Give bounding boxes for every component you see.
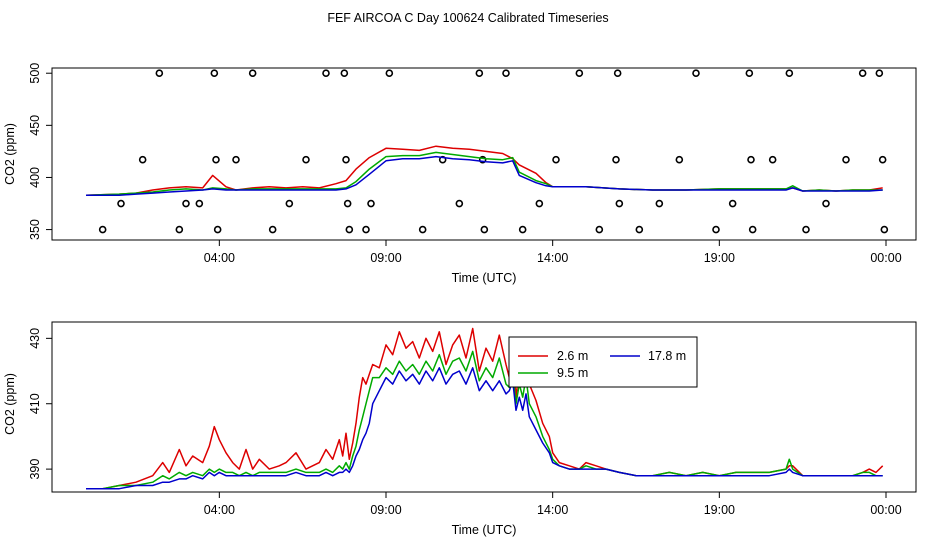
top-axes: 04:00 09:00 14:00 19:00 00:00 350 400 450 500 <box>28 63 902 265</box>
calibration-point <box>858 69 867 78</box>
calibration-point <box>285 199 294 208</box>
top-x-axis-label: Time (UTC) <box>452 271 517 285</box>
calibration-point <box>155 69 164 78</box>
calibration-point <box>480 225 489 234</box>
top-y-tick-label: 400 <box>28 167 42 188</box>
top-calibration-points <box>98 69 889 234</box>
calibration-point <box>362 225 370 234</box>
calibration-point <box>692 69 700 78</box>
calibration-point <box>613 69 622 78</box>
bottom-x-tick-label: 04:00 <box>204 503 235 517</box>
top-x-tick-label: 09:00 <box>370 251 401 265</box>
calibration-point <box>655 199 664 208</box>
calibration-point <box>322 69 330 78</box>
calibration-point <box>418 225 427 234</box>
calibration-point <box>232 155 240 164</box>
legend-box <box>508 336 698 388</box>
bottom-plot-frame <box>51 321 917 493</box>
calibration-point <box>478 155 487 164</box>
legend: 2.6 m 9.5 m 17.8 m <box>508 336 698 388</box>
calibration-point <box>768 155 777 164</box>
bottom-series-line-2-6-m <box>86 327 884 490</box>
calibration-point <box>268 225 277 234</box>
top-series-line-17-8-m <box>86 155 883 196</box>
top-y-tick-label: 350 <box>28 219 42 240</box>
calibration-point <box>842 155 850 164</box>
calibration-point <box>367 199 375 208</box>
calibration-point <box>502 69 510 78</box>
top-y-tick-label: 450 <box>28 115 42 136</box>
calibration-point <box>182 199 190 208</box>
calibration-point <box>635 225 644 234</box>
top-y-tick-label: 500 <box>28 63 42 84</box>
bottom-y-tick-label: 430 <box>28 328 42 349</box>
calibration-point <box>117 199 125 208</box>
top-series-line-2-6-m <box>85 145 883 196</box>
bottom-x-axis-label: Time (UTC) <box>452 523 517 537</box>
legend-label-2-6m: 2.6 m <box>557 349 588 363</box>
calibration-point <box>675 155 684 164</box>
calibration-point <box>747 155 755 164</box>
calibration-point <box>345 225 354 234</box>
calibration-point <box>342 155 350 164</box>
top-y-axis-label: CO2 (ppm) <box>3 123 17 185</box>
top-x-tick-label: 14:00 <box>537 251 568 265</box>
calibration-point <box>340 69 349 78</box>
calibration-point <box>98 225 107 234</box>
calibration-point <box>875 69 884 78</box>
top-plot-frame <box>51 67 917 241</box>
calibration-point <box>518 225 527 234</box>
top-x-tick-label: 00:00 <box>870 251 901 265</box>
calibration-point <box>612 155 620 164</box>
calibration-point <box>745 69 754 78</box>
calibration-point <box>822 199 830 208</box>
calibration-point <box>878 155 887 164</box>
calibration-point <box>552 155 560 164</box>
bottom-x-tick-label: 09:00 <box>370 503 401 517</box>
calibration-point <box>475 69 484 78</box>
bottom-y-tick-label: 390 <box>28 459 42 480</box>
chart-title: FEF AIRCOA C Day 100624 Calibrated Times… <box>327 11 608 25</box>
calibration-point <box>343 199 352 208</box>
bottom-series-line-17-8-m <box>86 367 883 490</box>
calibration-point <box>615 199 624 208</box>
calibration-point <box>248 69 257 78</box>
calibration-point <box>385 69 394 78</box>
calibration-point <box>213 225 222 234</box>
bottom-y-axis-label: CO2 (ppm) <box>3 373 17 435</box>
bottom-series <box>86 327 884 490</box>
bottom-x-tick-label: 19:00 <box>704 503 735 517</box>
bottom-axes: 04:00 09:00 14:00 19:00 00:00 390 410 430 <box>28 328 902 517</box>
calibration-point <box>175 225 184 234</box>
calibration-point <box>195 199 204 208</box>
top-series <box>85 145 883 196</box>
calibration-point <box>138 155 147 164</box>
calibration-point <box>802 225 810 234</box>
bottom-y-tick-label: 410 <box>28 393 42 414</box>
calibration-point <box>302 155 310 164</box>
calibration-point <box>575 69 584 78</box>
calibration-point <box>535 199 544 208</box>
calibration-point <box>595 225 604 234</box>
top-series-line-9-5-m <box>85 151 883 196</box>
calibration-point <box>748 225 757 234</box>
top-x-tick-label: 04:00 <box>204 251 235 265</box>
calibration-point <box>210 69 219 78</box>
calibration-point <box>785 69 794 78</box>
bottom-x-tick-label: 00:00 <box>870 503 901 517</box>
calibration-point <box>212 155 220 164</box>
bottom-x-tick-label: 14:00 <box>537 503 568 517</box>
bottom-series-line-9-5-m <box>86 350 883 490</box>
legend-label-9-5m: 9.5 m <box>557 366 588 380</box>
legend-label-17-8m: 17.8 m <box>648 349 686 363</box>
calibration-point <box>712 225 720 234</box>
calibration-point <box>455 199 464 208</box>
calibration-point <box>728 199 737 208</box>
bottom-panel: Time (UTC) CO2 (ppm) 04:00 09:00 14:00 19:0… <box>3 321 917 537</box>
top-panel: Time (UTC) CO2 (ppm) 04:00 09:00 14:00 19:0… <box>3 63 917 285</box>
top-x-tick-label: 19:00 <box>704 251 735 265</box>
calibration-point <box>880 225 889 234</box>
